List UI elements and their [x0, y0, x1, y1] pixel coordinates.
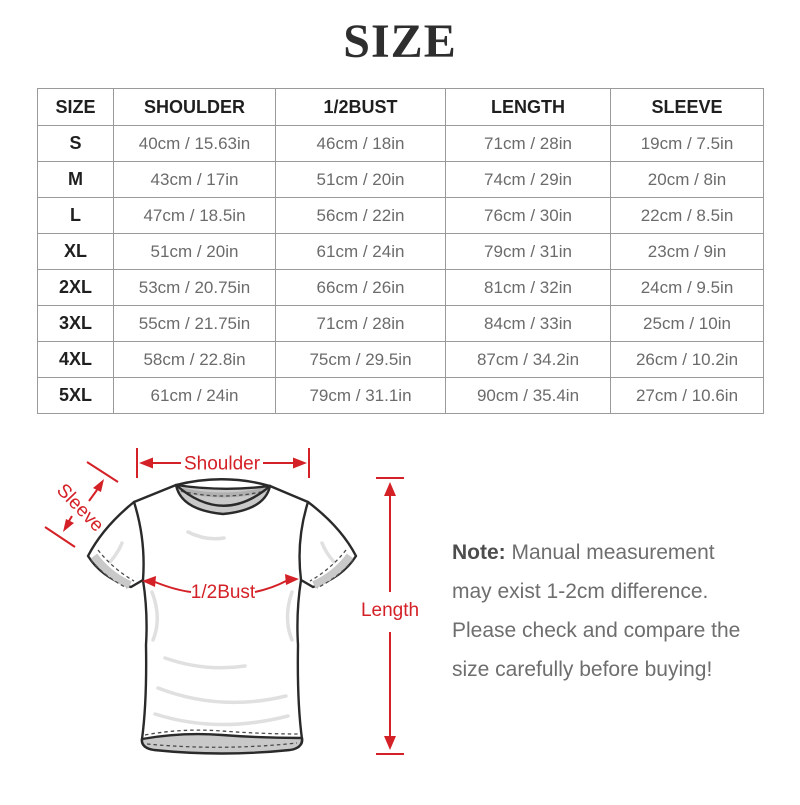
table-row: 3XL 55cm / 21.75in 71cm / 28in 84cm / 33… — [37, 305, 764, 342]
table-row: 4XL 58cm / 22.8in 75cm / 29.5in 87cm / 3… — [37, 341, 764, 378]
cell-size: S — [37, 125, 114, 162]
cell-shoulder: 40cm / 15.63in — [113, 125, 276, 162]
note-label: Note: — [452, 541, 506, 564]
cell-size: 4XL — [37, 341, 114, 378]
size-chart-table: SIZE SHOULDER 1/2BUST LENGTH SLEEVE S 40… — [37, 88, 764, 414]
bust-measure-arrow: 1/2Bust — [142, 574, 299, 603]
cell-sleeve: 26cm / 10.2in — [610, 341, 764, 378]
wrinkle-line — [108, 541, 124, 564]
cell-size: XL — [37, 233, 114, 270]
cell-sleeve: 19cm / 7.5in — [610, 125, 764, 162]
wrinkle-line — [186, 530, 226, 541]
wrinkle-line — [150, 590, 159, 642]
wrinkle-line — [320, 541, 336, 564]
length-measure-arrow: Length — [361, 477, 419, 755]
table-row: M 43cm / 17in 51cm / 20in 74cm / 29in 20… — [37, 161, 764, 198]
cell-shoulder: 43cm / 17in — [113, 161, 276, 198]
cell-length: 74cm / 29in — [445, 161, 611, 198]
cell-bust: 66cm / 26in — [275, 269, 446, 306]
cell-length: 79cm / 31in — [445, 233, 611, 270]
front-neckline — [174, 483, 272, 507]
table-row: XL 51cm / 20in 61cm / 24in 79cm / 31in 2… — [37, 233, 764, 270]
tshirt-drawing — [86, 478, 358, 755]
cell-shoulder: 55cm / 21.75in — [113, 305, 276, 342]
cell-bust: 71cm / 28in — [275, 305, 446, 342]
wrinkle-line — [285, 590, 294, 642]
header-length: LENGTH — [445, 88, 611, 126]
cell-length: 76cm / 30in — [445, 197, 611, 234]
cell-sleeve: 27cm / 10.6in — [610, 377, 764, 414]
collar-stitching — [180, 490, 266, 497]
length-label: Length — [361, 600, 419, 621]
table-row: L 47cm / 18.5in 56cm / 22in 76cm / 30in … — [37, 197, 764, 234]
cell-bust: 51cm / 20in — [275, 161, 446, 198]
cell-bust: 79cm / 31.1in — [275, 377, 446, 414]
header-bust: 1/2BUST — [275, 88, 446, 126]
cell-shoulder: 47cm / 18.5in — [113, 197, 276, 234]
cell-sleeve: 24cm / 9.5in — [610, 269, 764, 306]
hem-band — [140, 732, 304, 755]
cell-length: 84cm / 33in — [445, 305, 611, 342]
cell-length: 87cm / 34.2in — [445, 341, 611, 378]
note-text: Manual measurement may exist 1-2cm diffe… — [452, 541, 741, 681]
tshirt-diagram-svg: Shoulder Sleeve 1/2Bust Length — [44, 448, 419, 755]
table-row: 2XL 53cm / 20.75in 66cm / 26in 81cm / 32… — [37, 269, 764, 306]
collar-rib-band — [180, 487, 266, 498]
wrinkle-line — [163, 656, 247, 670]
right-armhole-seam — [298, 500, 310, 582]
cell-size: M — [37, 161, 114, 198]
wrinkle-line — [153, 712, 290, 727]
header-shoulder: SHOULDER — [113, 88, 276, 126]
left-cuff-shade — [90, 553, 132, 589]
cell-length: 81cm / 32in — [445, 269, 611, 306]
left-armhole-seam — [132, 500, 145, 582]
cell-sleeve: 22cm / 8.5in — [610, 197, 764, 234]
cell-shoulder: 61cm / 24in — [113, 377, 276, 414]
shoulder-measure-arrow: Shoulder — [136, 448, 310, 478]
cell-sleeve: 20cm / 8in — [610, 161, 764, 198]
cell-bust: 75cm / 29.5in — [275, 341, 446, 378]
right-cuff-shade — [312, 553, 354, 589]
cell-size: 3XL — [37, 305, 114, 342]
header-size: SIZE — [37, 88, 114, 126]
measurement-note: Note: Manual measurement may exist 1-2cm… — [452, 533, 760, 689]
table-row: S 40cm / 15.63in 46cm / 18in 71cm / 28in… — [37, 125, 764, 162]
shoulder-label: Shoulder — [184, 454, 261, 475]
wrinkle-line — [156, 686, 288, 705]
cell-bust: 46cm / 18in — [275, 125, 446, 162]
cell-size: 5XL — [37, 377, 114, 414]
hem-stitching — [146, 742, 298, 748]
cell-size: L — [37, 197, 114, 234]
cell-bust: 56cm / 22in — [275, 197, 446, 234]
cell-length: 90cm / 35.4in — [445, 377, 611, 414]
left-cuff-stitching — [90, 559, 128, 589]
cell-shoulder: 53cm / 20.75in — [113, 269, 276, 306]
cell-size: 2XL — [37, 269, 114, 306]
page-title: SIZE — [343, 15, 457, 68]
shirt-body-outline — [86, 478, 358, 748]
tshirt-measure-diagram: Shoulder Sleeve 1/2Bust Length — [40, 440, 460, 800]
cell-length: 71cm / 28in — [445, 125, 611, 162]
hem-stitching — [144, 729, 300, 736]
table-row: 5XL 61cm / 24in 79cm / 31.1in 90cm / 35.… — [37, 377, 764, 414]
header-sleeve: SLEEVE — [610, 88, 764, 126]
cell-shoulder: 51cm / 20in — [113, 233, 276, 270]
cell-bust: 61cm / 24in — [275, 233, 446, 270]
cell-sleeve: 23cm / 9in — [610, 233, 764, 270]
table-header-row: SIZE SHOULDER 1/2BUST LENGTH SLEEVE — [37, 88, 764, 126]
right-cuff-stitching — [316, 559, 354, 589]
cell-shoulder: 58cm / 22.8in — [113, 341, 276, 378]
bust-label: 1/2Bust — [191, 582, 256, 603]
cell-sleeve: 25cm / 10in — [610, 305, 764, 342]
